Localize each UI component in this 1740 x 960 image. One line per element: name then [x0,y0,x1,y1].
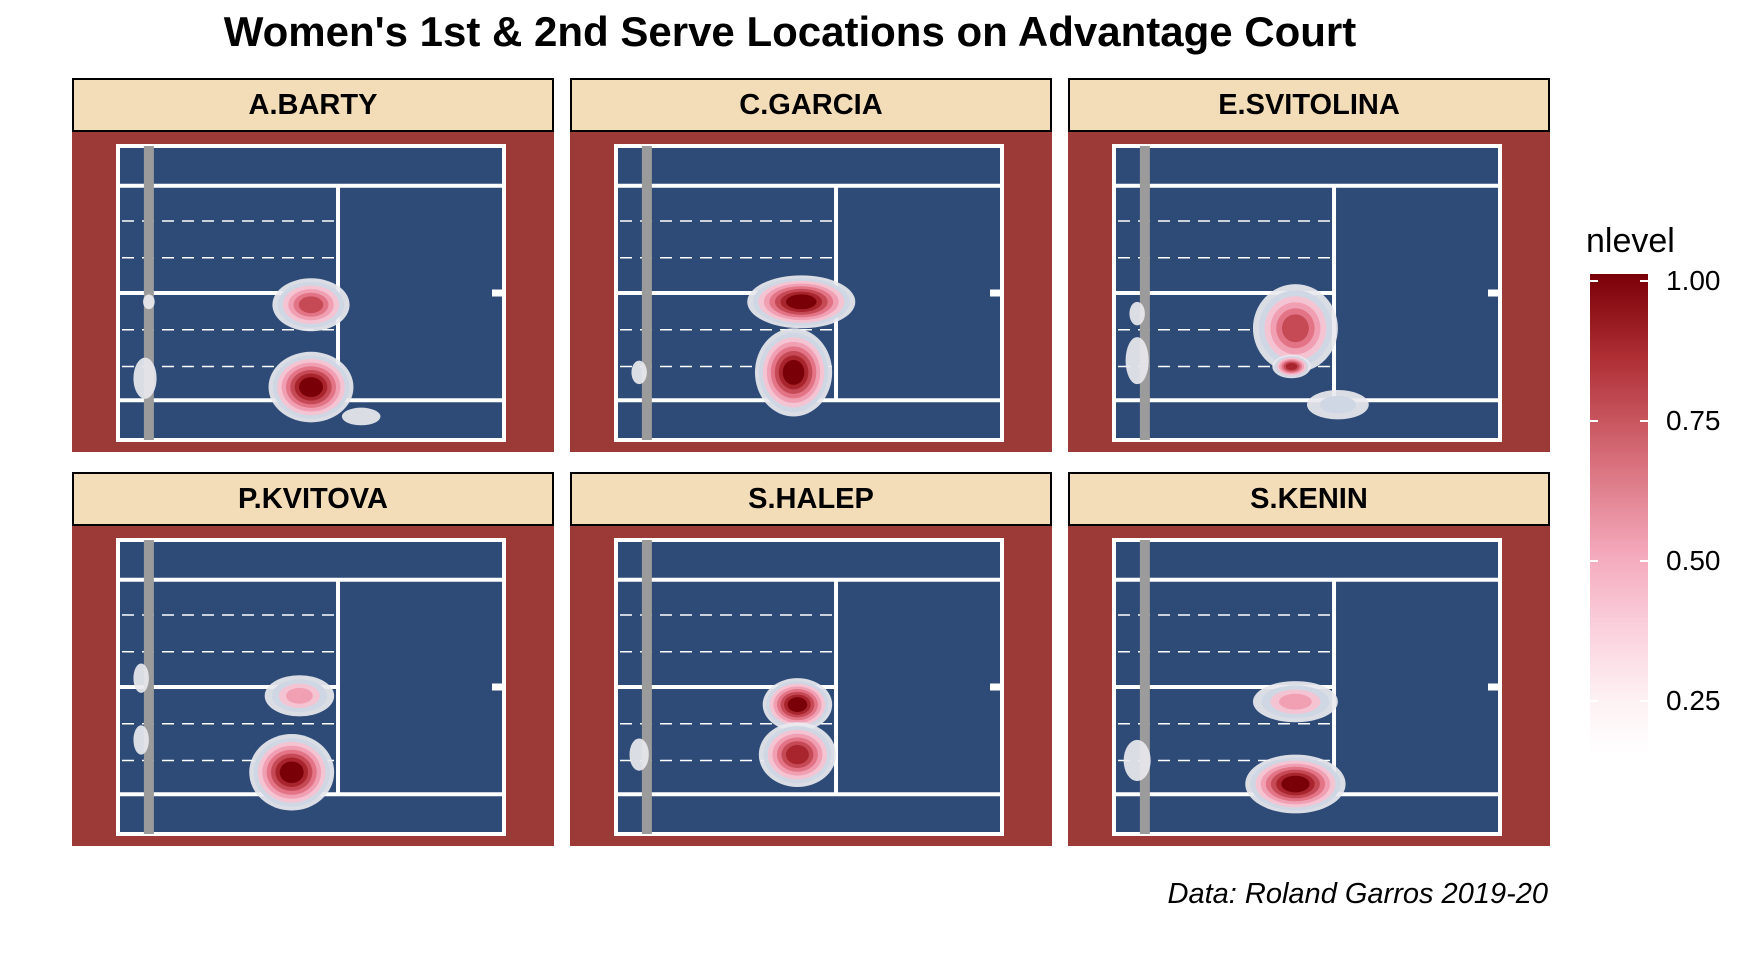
net [143,540,154,834]
density-contour [133,663,149,693]
density-contour [279,761,304,784]
density-contour [286,687,313,704]
data-source-caption: Data: Roland Garros 2019-20 [1167,878,1548,910]
legend-label: 0.50 [1666,545,1721,576]
net [1139,146,1150,440]
legend-label: 0.75 [1666,405,1721,436]
facet-strip-label: S.KENIN [1068,472,1550,526]
legend-tick [1590,420,1598,422]
facet-strip-label: C.GARCIA [570,78,1052,132]
facet-panel: S.HALEP [570,472,1052,846]
density-contour [299,377,323,398]
density-contour [1285,363,1298,370]
court-plot [72,526,554,846]
legend-label: 1.00 [1666,265,1721,296]
legend-tick [1640,280,1648,282]
density-contour [1281,775,1310,793]
court-plot [1068,526,1550,846]
density-contour [786,294,817,310]
facet-panel: S.KENIN [1068,472,1550,846]
density-contour [1279,693,1312,710]
density-contour [785,745,809,765]
chart-title: Women's 1st & 2nd Serve Locations on Adv… [223,8,1357,55]
legend-tick [1590,280,1598,282]
net [143,146,154,440]
facet-panel: A.BARTY [72,78,554,452]
facet-strip-label: A.BARTY [72,78,554,132]
density-contour [1281,314,1309,343]
density-contour [133,357,157,399]
court-plot [570,132,1052,452]
density-contour [782,359,805,385]
court-plot [570,526,1052,846]
density-contour [631,360,647,385]
facet-strip-label: S.HALEP [570,472,1052,526]
legend-tick [1640,420,1648,422]
legend-tick [1640,560,1648,562]
legend-tick [1590,560,1598,562]
density-contour [133,725,149,755]
color-legend: nlevel 1.00 0.75 0.50 0.25 [1586,222,1736,762]
net [641,540,652,834]
legend-tick [1640,700,1648,702]
density-contour [1129,301,1145,326]
facet-strip-label: P.KVITOVA [72,472,554,526]
net [641,146,652,440]
density-contour [143,294,155,310]
facet-panel: E.SVITOLINA [1068,78,1550,452]
facet-strip-label: E.SVITOLINA [1068,78,1550,132]
density-contour [1123,739,1151,782]
legend-tick [1590,700,1598,702]
legend-title: nlevel [1586,222,1675,260]
facet-panel: C.GARCIA [570,78,1052,452]
legend-label: 0.25 [1666,685,1721,716]
facet-panel: P.KVITOVA [72,472,554,846]
density-contour [341,407,381,426]
density-contour [298,296,324,314]
legend-colorbar [1590,274,1648,754]
density-contour [1125,337,1149,385]
court-plot [1068,132,1550,452]
density-contour [1319,396,1357,414]
court-plot [72,132,554,452]
density-contour [629,738,649,771]
density-contour [787,697,808,713]
net [1139,540,1150,834]
